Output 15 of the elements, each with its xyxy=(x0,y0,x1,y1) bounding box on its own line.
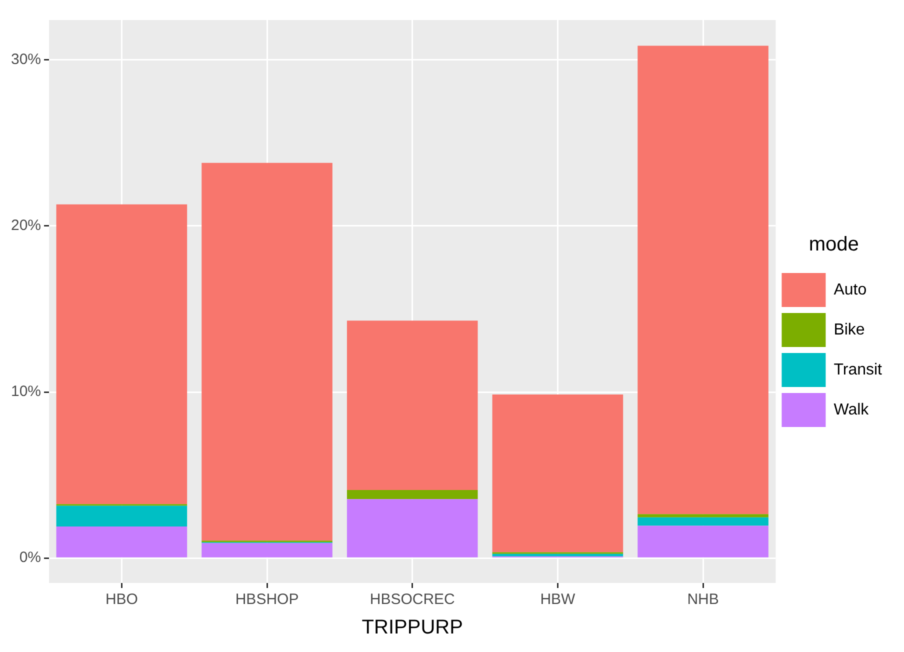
x-tick-label: NHB xyxy=(687,591,719,608)
x-tick-label: HBSOCREC xyxy=(370,591,456,608)
x-tick-label: HBW xyxy=(540,591,576,608)
legend-label: Bike xyxy=(834,321,865,338)
legend-title: mode xyxy=(808,234,859,256)
legend-label: Transit xyxy=(834,361,883,378)
y-tick-label: 20% xyxy=(10,217,42,234)
x-tick-label: HBO xyxy=(105,591,138,608)
x-tick-label: HBSHOP xyxy=(235,591,299,608)
x-axis-title: TRIPPURP xyxy=(362,616,463,639)
legend-label: Walk xyxy=(834,401,870,418)
y-tick-label: 10% xyxy=(10,383,42,400)
y-tick-label: 30% xyxy=(10,51,42,68)
legend-label: Auto xyxy=(834,281,867,298)
y-tick-label: 0% xyxy=(19,549,42,566)
